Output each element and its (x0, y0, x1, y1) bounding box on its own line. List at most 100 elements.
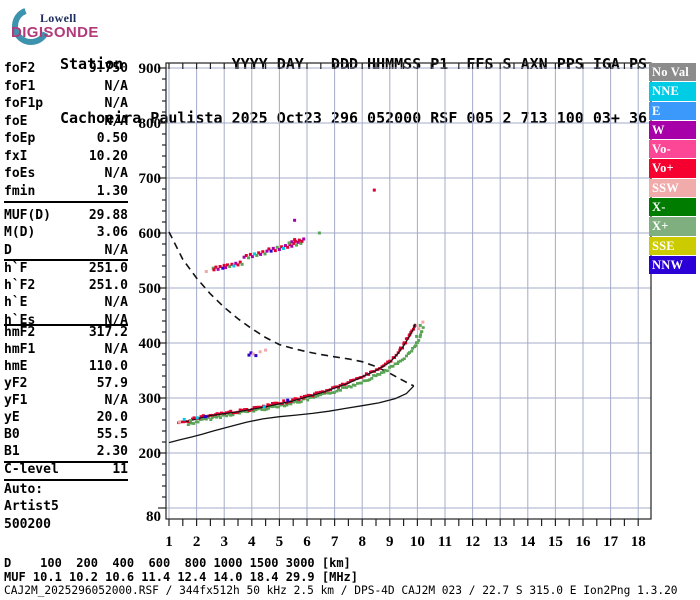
param-row: foF2 9.750 (4, 60, 128, 78)
legend-item: W (649, 120, 696, 140)
param-value: N/A (104, 166, 128, 181)
legend-item: NNW (649, 255, 696, 275)
param-value: 55.5 (96, 427, 128, 442)
panel-separator (4, 323, 128, 326)
param-row: yF1 N/A (4, 392, 128, 409)
svg-text:500: 500 (139, 281, 162, 297)
param-row: hmF1 N/A (4, 341, 128, 358)
param-row: fmin 1.30 (4, 183, 128, 201)
param-label: foF1p (4, 96, 44, 111)
logo-lowell-text: Lowell (40, 11, 77, 25)
param-value: 0.50 (96, 131, 128, 146)
panel-separator (4, 258, 128, 261)
param-row: C-level 11 (4, 462, 128, 478)
param-row: foF1 N/A (4, 78, 128, 96)
param-value: N/A (104, 113, 128, 129)
param-value: 57.9 (96, 376, 128, 391)
param-row: hmE 110.0 (4, 358, 128, 375)
param-label: h`E (4, 295, 28, 311)
param-value: 317.2 (88, 325, 128, 340)
panel-separator (4, 201, 128, 203)
svg-text:600: 600 (139, 226, 162, 242)
svg-text:200: 200 (139, 446, 162, 462)
svg-text:14: 14 (520, 534, 536, 550)
svg-text:300: 300 (139, 391, 162, 407)
param-row: h`F2 251.0 (4, 277, 128, 294)
param-value: 29.88 (88, 207, 128, 223)
svg-text:17: 17 (603, 534, 619, 550)
svg-text:6: 6 (303, 534, 311, 550)
param-label: foEp (4, 131, 36, 146)
svg-text:2: 2 (193, 534, 201, 550)
legend-item: No Val (649, 63, 696, 82)
param-value: N/A (104, 295, 128, 311)
param-row: B1 2.30 (4, 443, 128, 460)
param-row: h`F 251.0 (4, 260, 128, 277)
param-label: foE (4, 113, 28, 129)
param-label: yE (4, 410, 20, 425)
param-row: hmF2 317.2 (4, 324, 128, 341)
legend-item: Vo+ (649, 159, 696, 178)
svg-text:9: 9 (386, 534, 394, 550)
legend-item: NNE (649, 82, 696, 101)
param-row: foEs N/A (4, 165, 128, 183)
direction-legend: No Val NNE E W Vo- Vo+ SSW X- X+ SSE NNW (649, 63, 696, 275)
param-label: hmF2 (4, 325, 36, 340)
param-value: 11 (112, 462, 128, 477)
param-label: D (4, 242, 12, 258)
legend-item: SSW (649, 178, 696, 198)
parameter-group: C-level 11 (4, 462, 128, 478)
param-value: N/A (104, 393, 128, 408)
param-label: B1 (4, 444, 20, 459)
param-row: M(D) 3.06 (4, 224, 128, 242)
param-row: Auto: (4, 481, 128, 499)
svg-text:8: 8 (358, 534, 366, 550)
file-info-row: CAJ2M_2025296052000.RSF / 344fx512h 50 k… (4, 584, 678, 597)
param-value: 2.30 (96, 444, 128, 459)
logo-arc-icon (12, 8, 49, 45)
param-row: h`E N/A (4, 294, 128, 311)
param-row: yE 20.0 (4, 409, 128, 426)
param-row: yF2 57.9 (4, 375, 128, 392)
svg-text:12: 12 (465, 534, 480, 550)
svg-text:1: 1 (165, 534, 173, 550)
param-label: foEs (4, 166, 36, 181)
lowell-digisonde-logo: Lowell DIGISONDE (6, 4, 116, 48)
param-label: yF1 (4, 393, 28, 408)
param-row: B0 55.5 (4, 426, 128, 443)
logo-digisonde-text: DIGISONDE (11, 24, 99, 41)
param-value: N/A (104, 96, 128, 111)
muf-row: MUF 10.1 10.2 10.6 11.4 12.4 14.0 18.4 2… (4, 570, 359, 584)
param-label: fmin (4, 183, 36, 199)
parameter-group: MUF(D) 29.88 M(D) 3.06 D N/A (4, 207, 128, 260)
param-label: M(D) (4, 225, 36, 240)
param-label: C-level (4, 462, 59, 477)
param-label: fxI (4, 148, 28, 164)
param-label: Auto: (4, 481, 44, 497)
svg-text:5: 5 (276, 534, 284, 550)
svg-text:13: 13 (493, 534, 508, 550)
param-label: foF2 (4, 61, 36, 76)
param-row: fxI 10.20 (4, 148, 128, 166)
param-value: 9.750 (88, 61, 128, 76)
parameter-group: Auto: Artist5 500200 (4, 481, 128, 534)
param-label: MUF(D) (4, 207, 51, 223)
parameter-group: hmF2 317.2 hmF1 N/A hmE 110.0 yF2 57.9 yF1 N/A yE 2… (4, 324, 128, 460)
param-row: foE N/A (4, 113, 128, 131)
param-value: N/A (104, 242, 128, 258)
legend-item: X- (649, 198, 696, 217)
svg-text:11: 11 (438, 534, 452, 550)
svg-text:10: 10 (410, 534, 425, 550)
param-label: 500200 (4, 517, 51, 533)
param-label: hmE (4, 359, 28, 374)
parameter-group: foF2 9.750 foF1 N/A foF1p N/A foE N/A foEp 0.50 fx… (4, 60, 128, 200)
panel-separator (4, 478, 128, 481)
panel-separator (4, 460, 128, 463)
param-value: 251.0 (88, 278, 128, 294)
svg-text:15: 15 (548, 534, 563, 550)
param-row: MUF(D) 29.88 (4, 207, 128, 225)
svg-text:80: 80 (146, 509, 161, 525)
svg-text:7: 7 (331, 534, 339, 550)
